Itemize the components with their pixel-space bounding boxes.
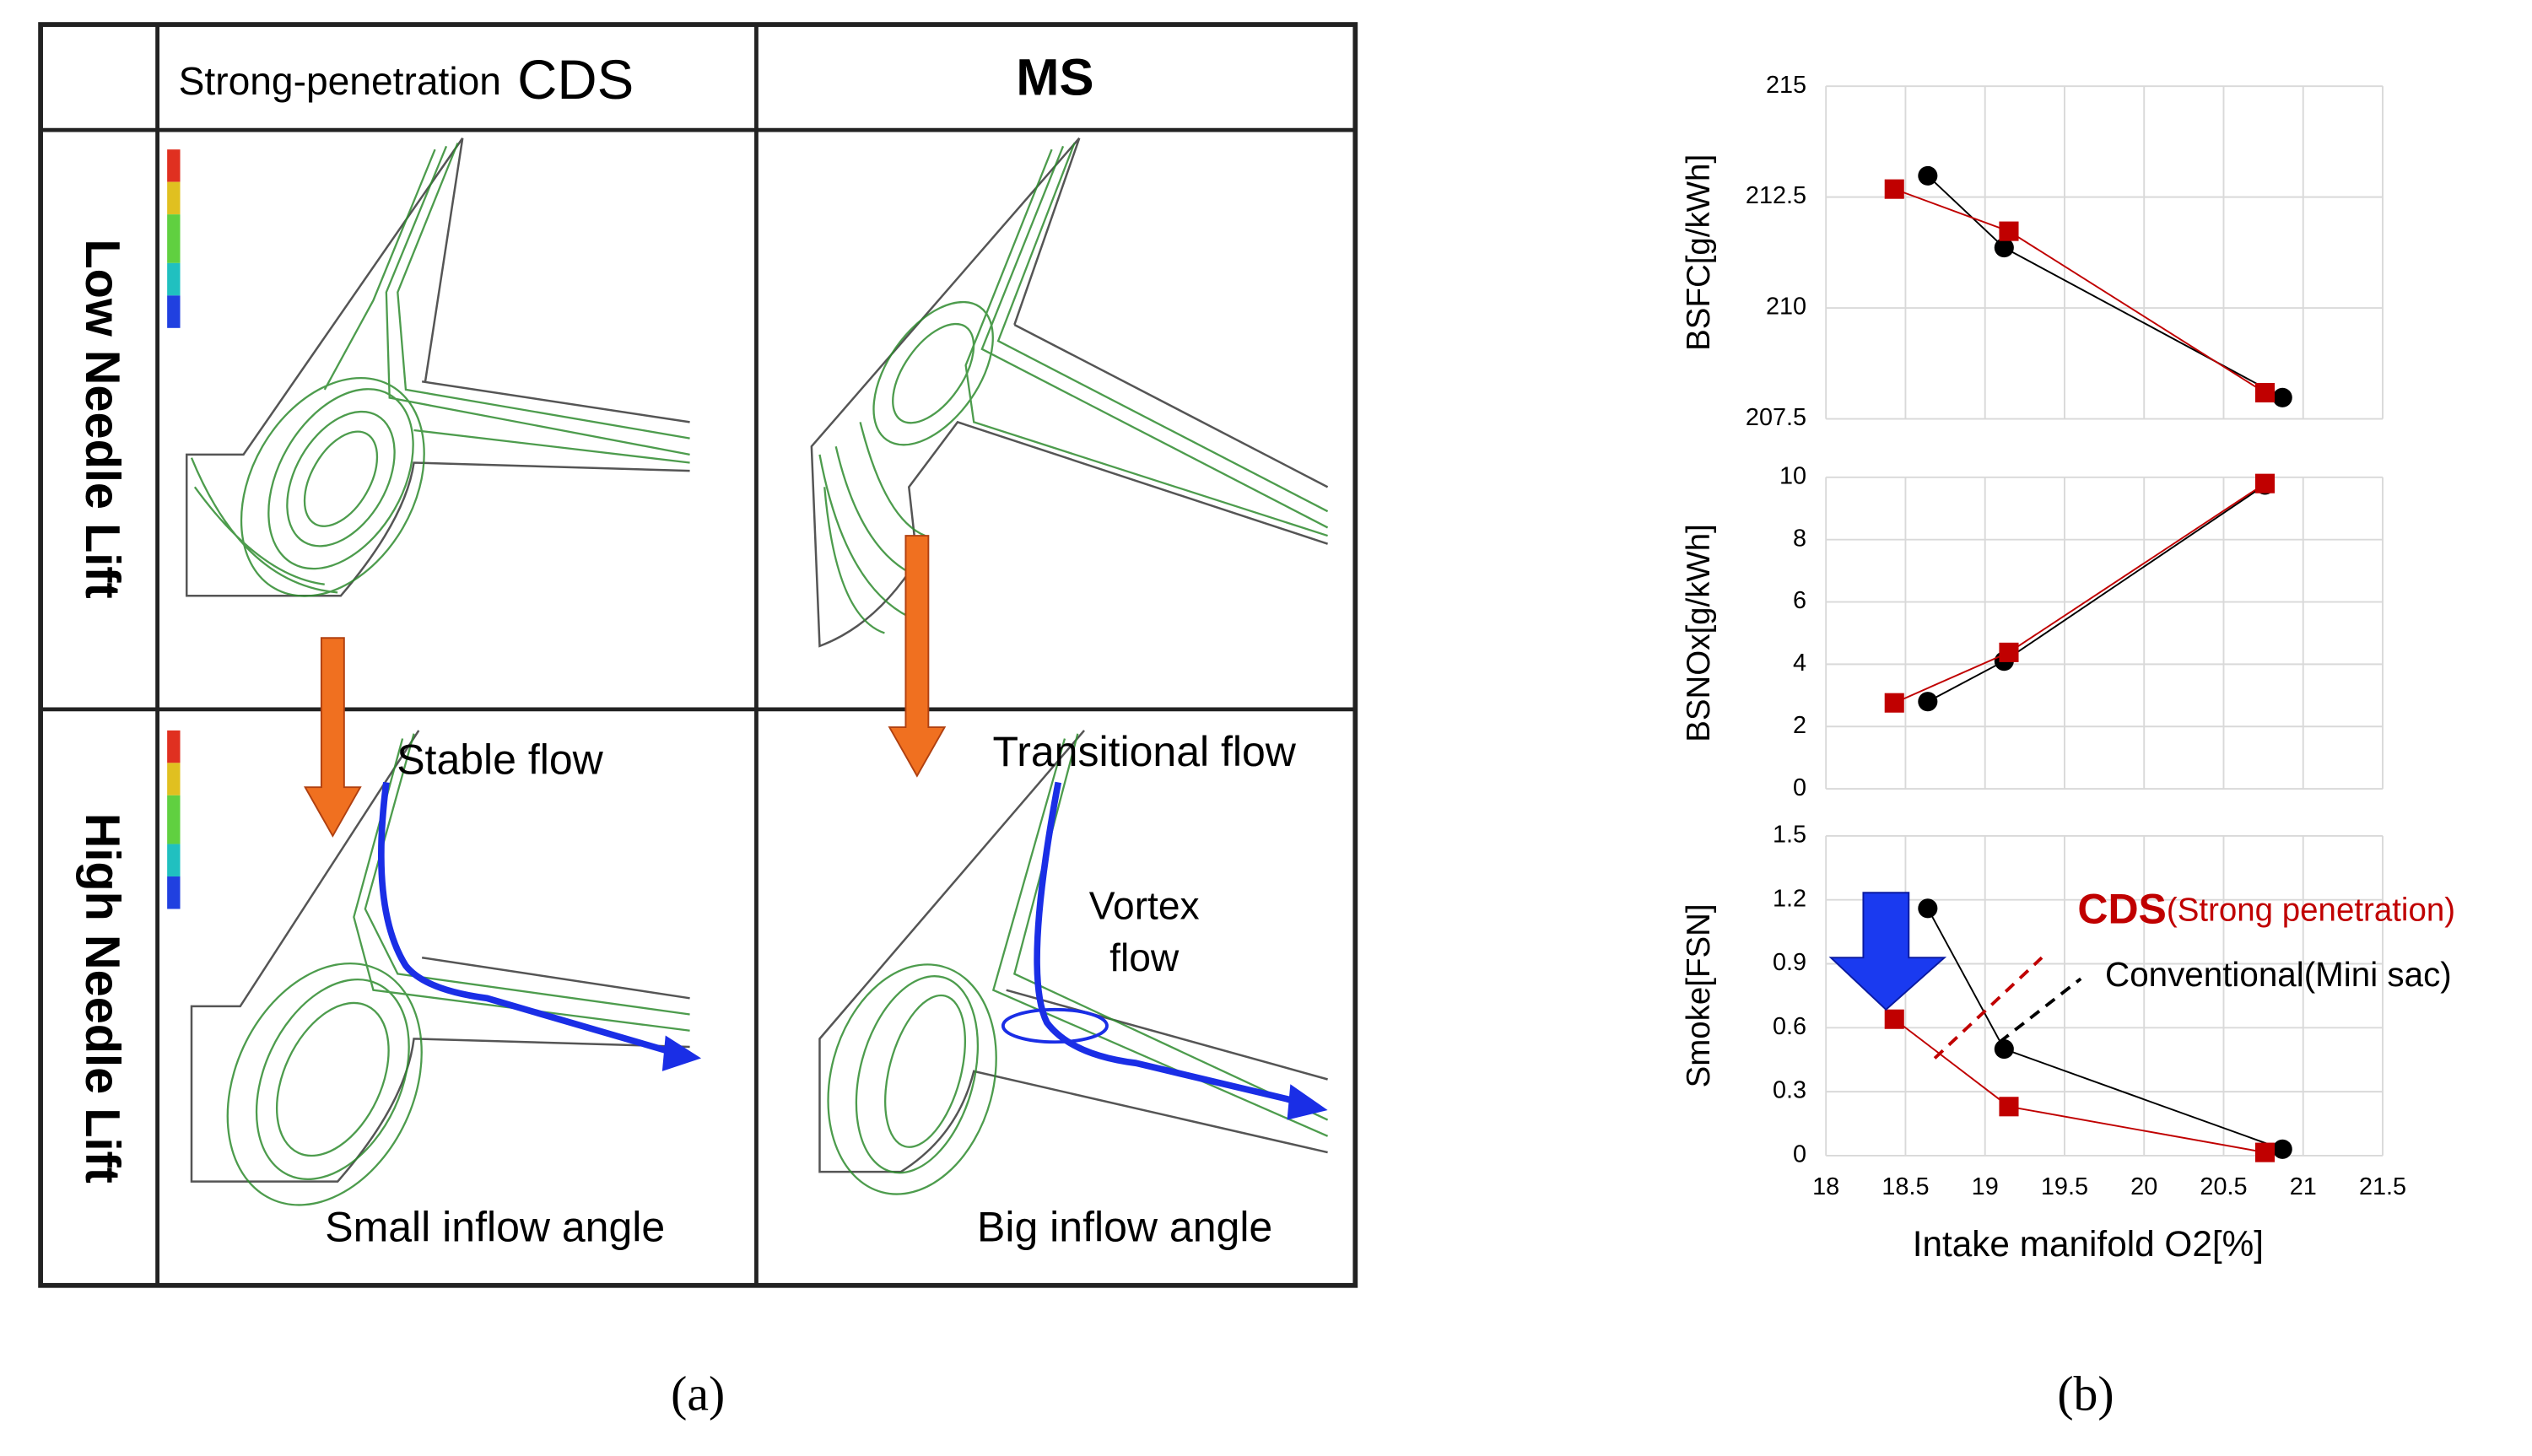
conventional-annotation: Conventional(Mini sac) — [2105, 955, 2452, 994]
x-tick-label: 21 — [2290, 1173, 2317, 1200]
x-tick-label: 18 — [1812, 1173, 1839, 1200]
streamlines — [190, 143, 690, 597]
y-tick-label: 212.5 — [1746, 182, 1806, 209]
marker — [1994, 238, 2014, 258]
geometry — [810, 137, 1329, 648]
x-tick-label: 19.5 — [2041, 1173, 2088, 1200]
flow-arrow-head — [661, 1035, 702, 1071]
vortex-loop — [1001, 1007, 1109, 1044]
cfd-high-ms — [818, 730, 1329, 1195]
trend-line — [1893, 188, 2266, 394]
marker — [1999, 642, 2019, 662]
streamlines — [818, 143, 1329, 634]
angle-label: Big inflow angle — [977, 1204, 1272, 1251]
cfd-low-ms — [810, 137, 1329, 648]
flow-arrow-head — [1287, 1084, 1328, 1120]
y-axis-label: BSNOx[g/kWh] — [1681, 524, 1717, 742]
geometry — [818, 730, 1328, 1173]
marker — [1999, 1097, 2019, 1117]
marker — [1918, 692, 1938, 712]
y-tick-label: 4 — [1793, 650, 1806, 677]
cds-annotation: CDS(Strong penetration) — [2077, 886, 2455, 933]
streamlines — [827, 733, 1329, 1195]
marker — [1884, 179, 1904, 199]
marker — [2254, 473, 2276, 493]
marker — [1999, 221, 2019, 241]
flow-label: Vortex — [1089, 884, 1200, 928]
geometry — [185, 138, 690, 597]
panel-b: Intake manifold O2[%]Smoke[FSN]21.52120.… — [1681, 72, 2455, 1421]
improvement-arrow — [1828, 892, 1947, 1011]
y-tick-label: 207.5 — [1746, 404, 1806, 431]
marker — [2272, 1139, 2292, 1159]
x-tick-label: 19 — [1972, 1173, 1999, 1200]
cfd-high-cds — [167, 730, 702, 1206]
y-tick-label: 1.2 — [1773, 885, 1806, 912]
marker — [2254, 1142, 2276, 1162]
y-tick-label: 210 — [1766, 294, 1806, 321]
x-tick-label: 20.5 — [2200, 1173, 2247, 1200]
orange-arrow — [888, 535, 947, 778]
x-tick-label: 20 — [2130, 1173, 2157, 1200]
geometry — [190, 730, 690, 1183]
caption: (a) — [671, 1368, 725, 1421]
marker — [2272, 387, 2292, 407]
y-tick-label: 1.5 — [1773, 822, 1806, 849]
row-label: High Needle Lift — [75, 813, 129, 1184]
x-tick-label: 18.5 — [1881, 1173, 1929, 1200]
y-tick-label: 0 — [1793, 1141, 1806, 1168]
y-axis-label: BSFC[g/kWh] — [1681, 154, 1717, 351]
trend-line — [1893, 1018, 2265, 1154]
flow-label: flow — [1109, 936, 1180, 979]
marker — [2254, 382, 2276, 403]
x-axis-label: Intake manifold O2[%] — [1913, 1224, 2264, 1264]
y-tick-label: 10 — [1779, 462, 1806, 489]
trend-line — [1893, 483, 2266, 704]
flow-label: Stable flow — [397, 736, 603, 784]
y-tick-label: 0 — [1793, 774, 1806, 801]
y-tick-label: 0.3 — [1773, 1077, 1806, 1104]
flow-label: Transitional flow — [993, 728, 1297, 775]
marker — [1884, 693, 1904, 713]
flow-arrow — [377, 781, 683, 1059]
row-label: Low Needle Lift — [75, 239, 129, 598]
y-tick-label: 8 — [1793, 525, 1806, 552]
color-legend — [167, 149, 181, 328]
trend-line — [1926, 908, 2283, 1151]
cfd-low-cds — [167, 138, 690, 597]
orange-arrow — [304, 637, 362, 838]
flow-arrow — [1034, 781, 1308, 1108]
y-tick-label: 215 — [1766, 72, 1806, 99]
y-tick-label: 0.9 — [1773, 949, 1806, 976]
marker — [1918, 165, 1938, 186]
annotation-line — [1998, 977, 2082, 1043]
y-tick-label: 2 — [1793, 712, 1806, 739]
trend-line — [1927, 175, 2283, 399]
panel-a: Strong-penetration CDS MS Low Needle Lift… — [38, 22, 1358, 1421]
x-tick-label: 21.5 — [2359, 1173, 2406, 1200]
color-legend — [167, 730, 181, 909]
marker — [1918, 898, 1938, 919]
angle-label: Small inflow angle — [325, 1204, 665, 1251]
y-tick-label: 6 — [1793, 587, 1806, 614]
annotation-line — [1933, 956, 2043, 1060]
marker — [1994, 1039, 2014, 1060]
y-tick-label: 0.6 — [1773, 1013, 1806, 1040]
caption: (b) — [2057, 1368, 2114, 1421]
header-cds: Strong-penetration CDS — [179, 50, 634, 111]
header-ms: MS — [1016, 49, 1093, 107]
table-border — [38, 22, 1358, 1288]
marker — [1884, 1009, 1904, 1029]
y-axis-label: Smoke[FSN] — [1681, 903, 1717, 1087]
